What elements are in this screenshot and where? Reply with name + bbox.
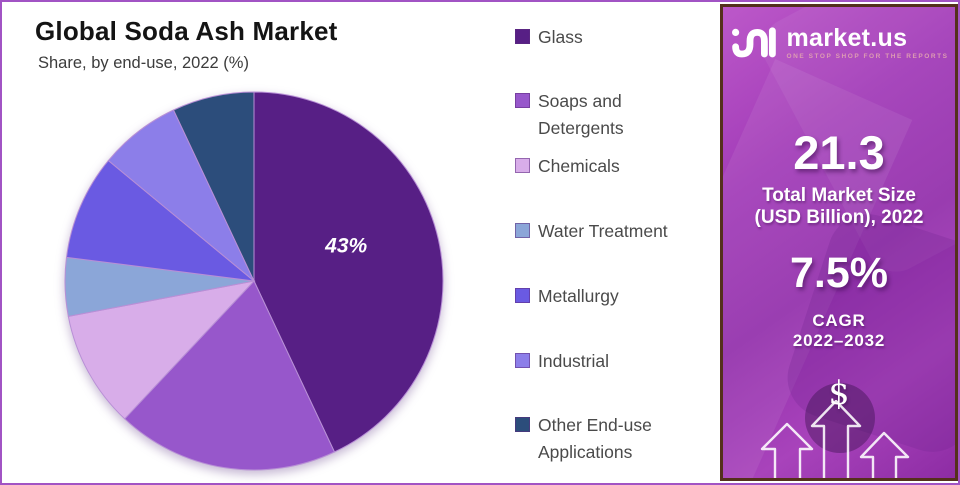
pie-slice-glass bbox=[253, 91, 444, 453]
pie-legend: Glass Soaps and Detergents Chemicals Wat… bbox=[515, 2, 715, 483]
legend-item-soaps-and-detergents: Soaps and Detergents bbox=[515, 88, 703, 142]
market-size-value: 21.3 bbox=[793, 126, 885, 179]
legend-swatch-metallurgy bbox=[515, 288, 530, 303]
legend-item-industrial: Industrial bbox=[515, 348, 703, 375]
legend-item-glass: Glass bbox=[515, 24, 703, 51]
cagr-label: CAGR bbox=[812, 311, 866, 330]
logo-text-block: market.us ONE STOP SHOP FOR THE REPORTS bbox=[787, 25, 949, 60]
cagr-value: 7.5% bbox=[789, 249, 888, 297]
legend-swatch-soaps-and-detergents bbox=[515, 93, 530, 108]
legend-label-metallurgy: Metallurgy bbox=[538, 286, 619, 306]
pie-slice-chemicals bbox=[67, 280, 256, 420]
dollar-backdrop-circle bbox=[805, 383, 875, 453]
pie-slice-other-end-use-applications bbox=[172, 91, 255, 282]
legend-label-industrial: Industrial bbox=[538, 351, 610, 371]
chart-subtitle: Share, by end-use, 2022 (%) bbox=[38, 54, 249, 72]
legend-swatch-industrial bbox=[515, 353, 530, 368]
legend-swatch-water-treatment bbox=[515, 223, 530, 238]
promo-panel: market.us ONE STOP SHOP FOR THE REPORTS … bbox=[720, 4, 958, 481]
legend-item-other-end-use-applications: Other End-use Applications bbox=[515, 412, 703, 466]
marketus-logo: market.us ONE STOP SHOP FOR THE REPORTS bbox=[723, 21, 955, 63]
marketus-logo-icon bbox=[731, 27, 776, 58]
legend-label-water-treatment: Water Treatment bbox=[538, 221, 668, 241]
legend-swatch-glass bbox=[515, 29, 530, 44]
legend-label-chemicals: Chemicals bbox=[538, 156, 620, 176]
legend-swatch-other-end-use-applications bbox=[515, 417, 530, 432]
market-size-label-line2: (USD Billion), 2022 bbox=[754, 207, 924, 228]
pie-chart: 43% bbox=[64, 91, 444, 471]
brand-tagline: ONE STOP SHOP FOR THE REPORTS bbox=[786, 52, 949, 60]
cagr-period: 2022–2032 bbox=[792, 331, 886, 350]
legend-label-other-end-use-applications: Other End-use Applications bbox=[538, 415, 652, 462]
pie-data-label: 43% bbox=[324, 234, 367, 257]
legend-item-chemicals: Chemicals bbox=[515, 153, 703, 180]
pie-slice-soaps-and-detergents bbox=[123, 280, 336, 471]
pie-slices bbox=[64, 91, 444, 471]
legend-label-soaps-and-detergents: Soaps and Detergents bbox=[538, 91, 624, 138]
pie-slice-metallurgy bbox=[65, 159, 256, 282]
legend-swatch-chemicals bbox=[515, 158, 530, 173]
market-size-label-line1: Total Market Size bbox=[762, 185, 916, 206]
chart-title: Global Soda Ash Market bbox=[35, 16, 338, 46]
legend-item-water-treatment: Water Treatment bbox=[515, 218, 703, 245]
legend-item-metallurgy: Metallurgy bbox=[515, 283, 703, 310]
chart-area: Global Soda Ash Market Share, by end-use… bbox=[2, 2, 720, 483]
legend-label-glass: Glass bbox=[538, 27, 583, 47]
brand-name: market.us bbox=[786, 23, 908, 52]
growth-arrows-icon bbox=[760, 400, 910, 478]
